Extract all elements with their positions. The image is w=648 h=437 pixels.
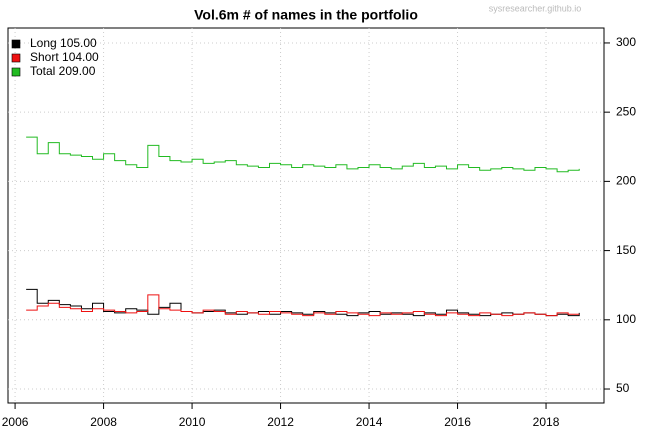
y-tick-label: 250 bbox=[616, 104, 636, 118]
legend-swatch bbox=[11, 39, 21, 49]
x-tick-label: 2010 bbox=[179, 415, 206, 429]
x-tick-label: 2016 bbox=[444, 415, 471, 429]
y-tick-label: 200 bbox=[616, 174, 636, 188]
legend-label: Total 209.00 bbox=[30, 64, 96, 78]
y-tick-label: 300 bbox=[616, 35, 636, 49]
series-line bbox=[26, 288, 580, 317]
x-tick-label: 2006 bbox=[2, 415, 29, 429]
series-line bbox=[26, 136, 580, 173]
x-tick-label: 2012 bbox=[267, 415, 294, 429]
chart-title: Vol.6m # of names in the portfolio bbox=[194, 7, 418, 23]
legend-label: Long 105.00 bbox=[30, 36, 97, 50]
y-tick-label: 150 bbox=[616, 243, 636, 257]
plot-frame bbox=[7, 27, 605, 404]
watermark: sysresearcher.github.io bbox=[489, 3, 582, 13]
x-tick-label: 2018 bbox=[533, 415, 560, 429]
legend-label: Short 104.00 bbox=[30, 50, 99, 64]
y-tick-label: 100 bbox=[616, 312, 636, 326]
legend-swatch bbox=[11, 67, 21, 77]
x-tick-label: 2014 bbox=[356, 415, 383, 429]
x-tick-label: 2008 bbox=[90, 415, 117, 429]
legend-swatch bbox=[11, 53, 21, 63]
y-tick-label: 50 bbox=[616, 381, 630, 395]
series-line bbox=[26, 294, 580, 317]
